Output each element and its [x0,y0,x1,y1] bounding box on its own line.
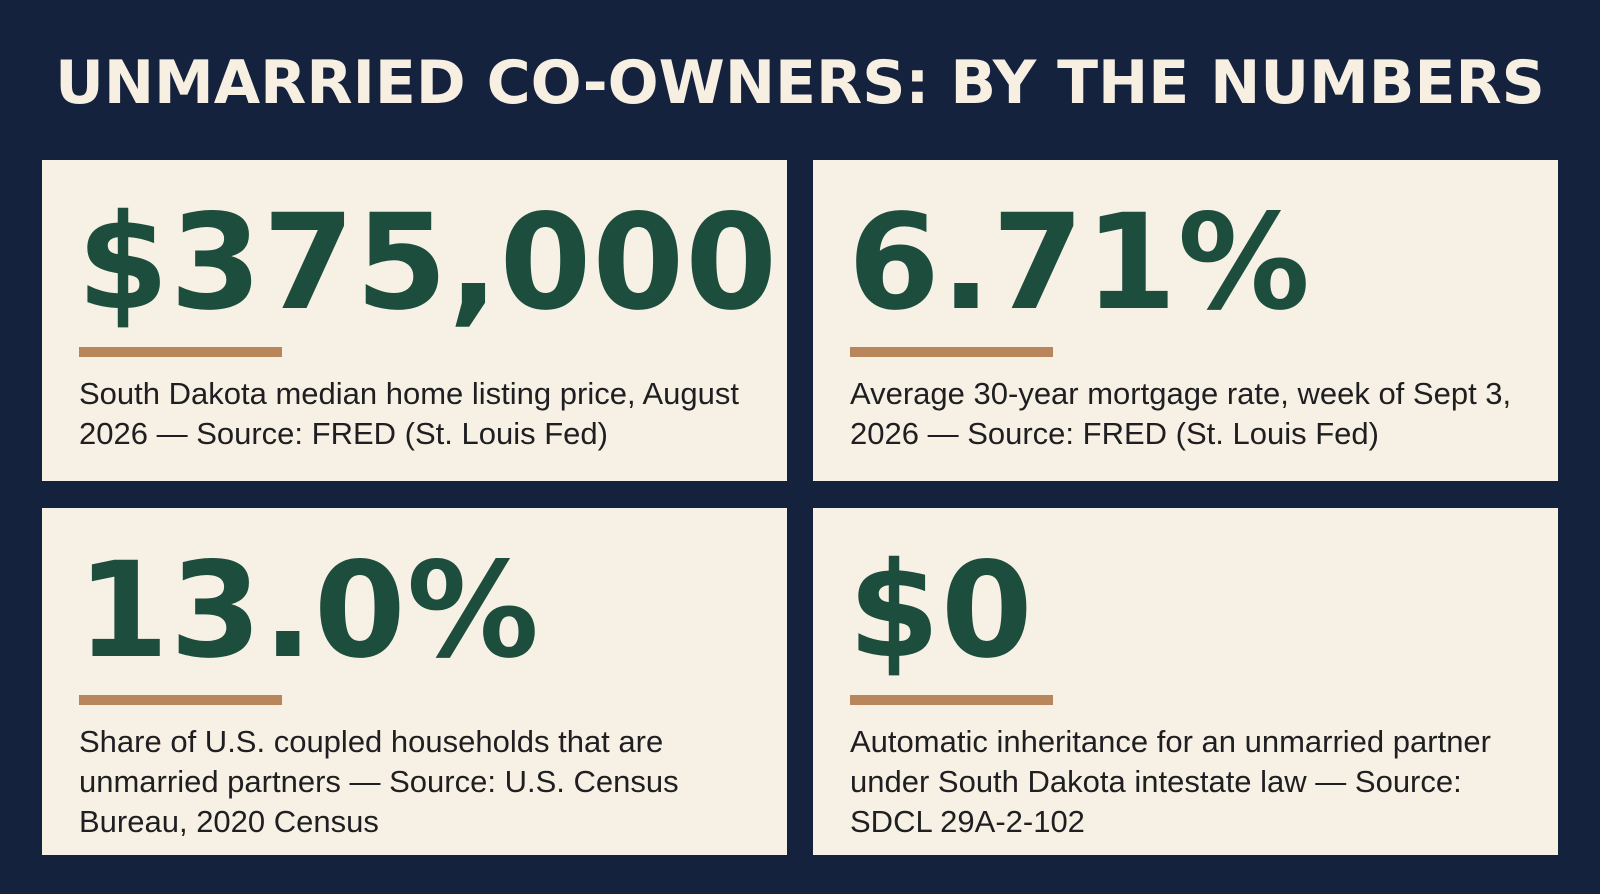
stat-card-median-price: $375,000 South Dakota median home listin… [42,160,787,481]
stat-card-unmarried-share: 13.0% Share of U.S. coupled households t… [42,508,787,855]
stat-description: Average 30-year mortgage rate, week of S… [850,376,1512,451]
stat-card-mortgage-rate: 6.71% Average 30-year mortgage rate, wee… [813,160,1558,481]
accent-divider [79,347,282,357]
stat-description: South Dakota median home listing price, … [79,376,739,451]
stat-value: 6.71% [848,186,1311,340]
page-title: UNMARRIED CO-OWNERS: BY THE NUMBERS [55,48,1545,118]
accent-divider [850,347,1053,357]
stat-description: Automatic inheritance for an unmarried p… [850,724,1491,839]
stat-value: 13.0% [77,534,540,688]
stat-card-inheritance: $0 Automatic inheritance for an unmarrie… [813,508,1558,855]
accent-divider [79,695,282,705]
stat-description: Share of U.S. coupled households that ar… [79,724,679,839]
accent-divider [850,695,1053,705]
stat-value: $0 [848,534,1034,688]
stat-value: $375,000 [77,186,779,340]
